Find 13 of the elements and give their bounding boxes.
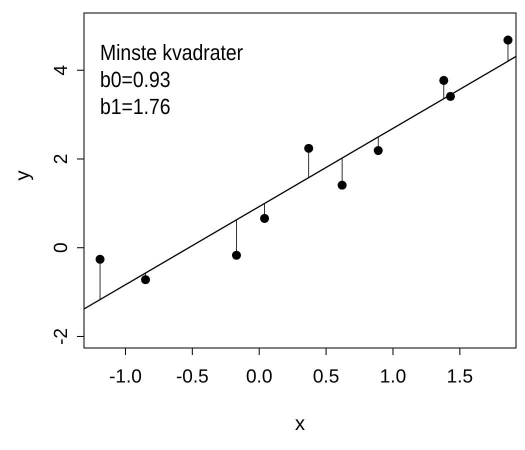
y-tick-label: -2 xyxy=(51,328,72,345)
x-tick-label: 1.0 xyxy=(380,366,406,388)
y-axis-title: y xyxy=(12,170,34,180)
x-tick-label: -1.0 xyxy=(109,366,142,388)
x-tick-label: 0.0 xyxy=(246,366,272,388)
y-tick-label: 4 xyxy=(51,64,72,76)
x-tick-label: 0.5 xyxy=(312,366,340,388)
y-tick-label: 2 xyxy=(51,154,72,164)
y-tick-label: 0 xyxy=(51,242,72,254)
x-tick-label: 1.5 xyxy=(446,366,474,388)
x-tick-label: -0.5 xyxy=(176,366,209,388)
x-axis-title: x xyxy=(295,413,305,435)
text-note: Minste kvadrater b0=0.93 b1=1.76 xyxy=(100,39,244,120)
